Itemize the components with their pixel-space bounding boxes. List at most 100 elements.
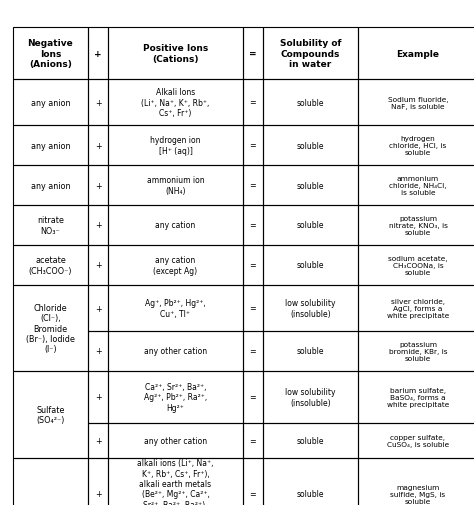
Bar [13,28,88,80]
Text: =: = [250,489,256,498]
Text: =: = [250,393,256,401]
Bar [358,206,474,245]
Bar [13,80,88,126]
Bar [88,206,108,245]
Text: ammonium ion
(NH₄): ammonium ion (NH₄) [146,176,204,195]
Text: =: = [250,304,256,313]
Text: soluble: soluble [297,347,324,356]
Bar [108,126,243,166]
Bar [358,245,474,285]
Bar [263,166,358,206]
Text: soluble: soluble [297,489,324,498]
Bar [88,458,108,505]
Bar [13,458,88,505]
Text: acetate
(CH₃COO⁻): acetate (CH₃COO⁻) [29,256,72,275]
Bar [13,285,88,371]
Bar [263,245,358,285]
Text: Sodium fluoride,
NaF, is soluble: Sodium fluoride, NaF, is soluble [388,96,448,109]
Bar [358,285,474,331]
Bar [263,206,358,245]
Text: +: + [95,98,101,107]
Bar [88,371,108,423]
Text: sodium acetate,
CH₃COONa, is
soluble: sodium acetate, CH₃COONa, is soluble [388,256,448,275]
Text: potassium
bromide, KBr, is
soluble: potassium bromide, KBr, is soluble [389,341,447,361]
Text: =: = [250,347,256,356]
Bar [358,28,474,80]
Text: Solubility of
Compounds
in water: Solubility of Compounds in water [280,39,341,69]
Text: magnesium
sulfide, MgS, is
soluble: magnesium sulfide, MgS, is soluble [391,484,446,504]
Text: soluble: soluble [297,141,324,150]
Text: +: + [95,141,101,150]
Bar [108,285,243,331]
Text: +: + [95,181,101,190]
Text: ammonium
chloride, NH₄Cl,
is soluble: ammonium chloride, NH₄Cl, is soluble [389,176,447,195]
Text: Example: Example [396,49,439,59]
Bar [263,331,358,371]
Text: +: + [95,221,101,230]
Bar [108,423,243,458]
Text: Chloride
(Cl⁻),
Bromide
(Br⁻), Iodide
(I⁻): Chloride (Cl⁻), Bromide (Br⁻), Iodide (I… [26,303,75,354]
Text: =: = [250,98,256,107]
Bar [358,126,474,166]
Bar [108,331,243,371]
Text: +: + [95,261,101,270]
Bar [243,28,263,80]
Bar [243,423,263,458]
Bar [88,245,108,285]
Bar [108,458,243,505]
Text: +: + [95,489,101,498]
Bar [88,126,108,166]
Text: any anion: any anion [31,141,70,150]
Text: nitrate
NO₃⁻: nitrate NO₃⁻ [37,216,64,235]
Bar [243,166,263,206]
Text: any cation
(except Ag): any cation (except Ag) [154,256,198,275]
Text: Positive Ions
(Cations): Positive Ions (Cations) [143,44,208,64]
Bar [263,371,358,423]
Text: sulfide
(S²⁻): sulfide (S²⁻) [37,504,64,505]
Bar [108,206,243,245]
Bar [243,245,263,285]
Bar [243,331,263,371]
Bar [13,245,88,285]
Bar [243,371,263,423]
Bar [263,80,358,126]
Text: =: = [250,181,256,190]
Text: any anion: any anion [31,98,70,107]
Text: =: = [250,141,256,150]
Text: soluble: soluble [297,181,324,190]
Bar [88,285,108,331]
Bar [88,166,108,206]
Bar [108,166,243,206]
Bar [88,80,108,126]
Bar [243,80,263,126]
Bar [263,458,358,505]
Text: +: + [95,436,101,445]
Bar [243,285,263,331]
Bar [13,166,88,206]
Text: +: + [94,49,102,59]
Bar [358,80,474,126]
Text: silver chloride,
AgCl, forms a
white precipitate: silver chloride, AgCl, forms a white pre… [387,298,449,318]
Text: soluble: soluble [297,436,324,445]
Bar [358,331,474,371]
Text: any cation: any cation [155,221,196,230]
Text: Sulfate
(SO₄²⁻): Sulfate (SO₄²⁻) [36,405,64,424]
Text: any other cation: any other cation [144,347,207,356]
Bar [263,28,358,80]
Text: barium sulfate,
BaSO₄, forms a
white precipitate: barium sulfate, BaSO₄, forms a white pre… [387,387,449,407]
Bar [88,423,108,458]
Text: soluble: soluble [297,221,324,230]
Bar [243,206,263,245]
Bar [243,458,263,505]
Text: alkali ions (Li⁺, Na⁺,
K⁺, Rb⁺, Cs⁺, Fr⁺),
alkali earth metals
(Be²⁺, Mg²⁺, Ca²⁺: alkali ions (Li⁺, Na⁺, K⁺, Rb⁺, Cs⁺, Fr⁺… [137,459,214,505]
Bar [108,28,243,80]
Bar [88,28,108,80]
Text: +: + [95,393,101,401]
Text: =: = [250,221,256,230]
Bar [108,371,243,423]
Text: =: = [250,436,256,445]
Bar [263,423,358,458]
Text: +: + [95,347,101,356]
Text: Negative
Ions
(Anions): Negative Ions (Anions) [27,39,73,69]
Bar [13,126,88,166]
